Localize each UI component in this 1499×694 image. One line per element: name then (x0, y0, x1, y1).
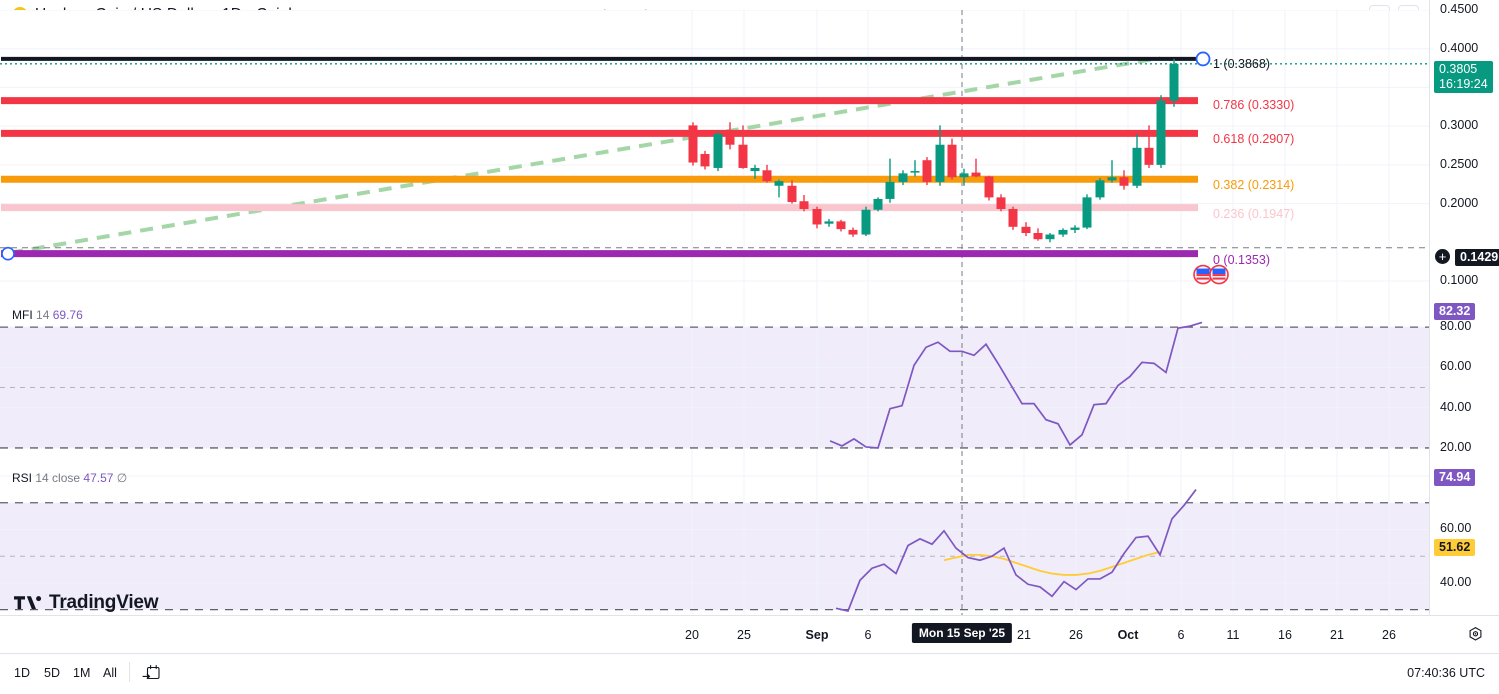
rsi-axis-tick: 60.00 (1440, 521, 1472, 536)
time-axis-tick: 16 (1278, 628, 1292, 642)
mfi-value: 69.76 (52, 308, 83, 322)
last-price-value: 0.3805 (1439, 62, 1478, 76)
mfi-axis-tick: 40.00 (1440, 399, 1472, 414)
price-plot[interactable] (0, 10, 1429, 307)
rsi-ma-badge: 51.62 (1434, 539, 1476, 556)
fib-label-0382: 0.382 (0.2314) (1213, 178, 1295, 192)
mfi-axis-tick: 80.00 (1440, 319, 1472, 334)
mfi-period: 14 (36, 308, 50, 322)
rsi-legend[interactable]: RSI 14 close 47.57 ∅ (12, 471, 127, 485)
time-axis-tick: 26 (1069, 628, 1083, 642)
time-axis-tick: 21 (1330, 628, 1344, 642)
mfi-name: MFI (12, 308, 33, 322)
time-axis-tick: 6 (1177, 628, 1185, 642)
rsi-axis-tick: 40.00 (1440, 574, 1472, 589)
price-pane[interactable] (0, 10, 1429, 307)
fib-label-0236: 0.236 (0.1947) (1213, 207, 1295, 221)
bar-countdown: 16:19:24 (1439, 76, 1488, 91)
cursor-price-badge: 0.1429 (1455, 249, 1499, 266)
mfi-pane[interactable] (0, 307, 1429, 460)
rsi-name: RSI (12, 471, 33, 485)
mfi-legend[interactable]: MFI 14 69.76 (12, 308, 83, 322)
fib-label-0: 0 (0.1353) (1213, 253, 1270, 267)
mfi-axis-tick: 60.00 (1440, 359, 1472, 374)
price-axis-tick: 0.2500 (1440, 156, 1479, 171)
crosshair-date-badge: Mon 15 Sep '25 (911, 623, 1013, 643)
fib-label-0618: 0.618 (0.2907) (1213, 132, 1295, 146)
price-axis-tick: 0.2000 (1440, 195, 1479, 210)
time-axis-tick: 6 (864, 628, 872, 642)
timeframe-button-5d[interactable]: 5D (44, 666, 60, 680)
fib-label-1: 1 (0.3868) (1213, 57, 1270, 71)
tradingview-logo-icon (14, 596, 42, 609)
mfi-plot[interactable] (0, 307, 1429, 460)
time-axis-tick: Oct (1117, 628, 1139, 642)
bottom-toolbar: 1D 5D 1M All 07:40:36 UTC (0, 653, 1499, 694)
add-order-icon[interactable]: + (1434, 248, 1451, 265)
time-axis-tick: 25 (737, 628, 751, 642)
tradingview-watermark: TradingView (14, 592, 159, 614)
watermark-text: TradingView (49, 592, 159, 613)
timeframe-button-1d[interactable]: 1D (14, 666, 30, 680)
rsi-pane[interactable] (0, 460, 1429, 615)
last-price-badge[interactable]: 0.3805 16:19:24 (1434, 61, 1493, 93)
time-axis-tick: 11 (1226, 628, 1240, 642)
mfi-axis-tick: 20.00 (1440, 439, 1472, 454)
price-axis-tick: 0.4500 (1440, 2, 1479, 16)
rsi-value-badge: 74.94 (1434, 469, 1476, 486)
timeframe-button-1m[interactable]: 1M (73, 666, 91, 680)
no-source-icon: ∅ (116, 471, 128, 485)
fib-label-0786: 0.786 (0.3330) (1213, 98, 1295, 112)
rsi-plot[interactable] (0, 460, 1429, 615)
rsi-value: 47.57 (83, 471, 114, 485)
mfi-value-badge: 82.32 (1434, 303, 1476, 320)
time-axis-tick: 21 (1017, 628, 1031, 642)
price-axis-tick: 0.3000 (1440, 118, 1479, 133)
utc-clock: 07:40:36 UTC (1407, 666, 1485, 680)
toolbar-divider (129, 662, 130, 682)
gear-icon[interactable] (1466, 626, 1485, 645)
rsi-params: 14 close (35, 471, 81, 485)
time-axis-tick: 20 (685, 628, 699, 642)
goto-date-icon[interactable] (141, 663, 161, 688)
time-axis-tick: 26 (1382, 628, 1396, 642)
price-axis[interactable]: 0.45000.40000.35000.30000.25000.20000.10… (1429, 0, 1499, 615)
timeframe-button-all[interactable]: All (103, 666, 117, 680)
price-axis-tick: 0.1000 (1440, 273, 1479, 287)
time-axis-tick: Sep (805, 628, 829, 642)
time-axis[interactable]: 20 25 Sep 6 21 26 Oct 6 11 16 21 26 Mon 15 Sep '25 (0, 615, 1499, 653)
price-axis-tick: 0.4000 (1440, 40, 1479, 55)
